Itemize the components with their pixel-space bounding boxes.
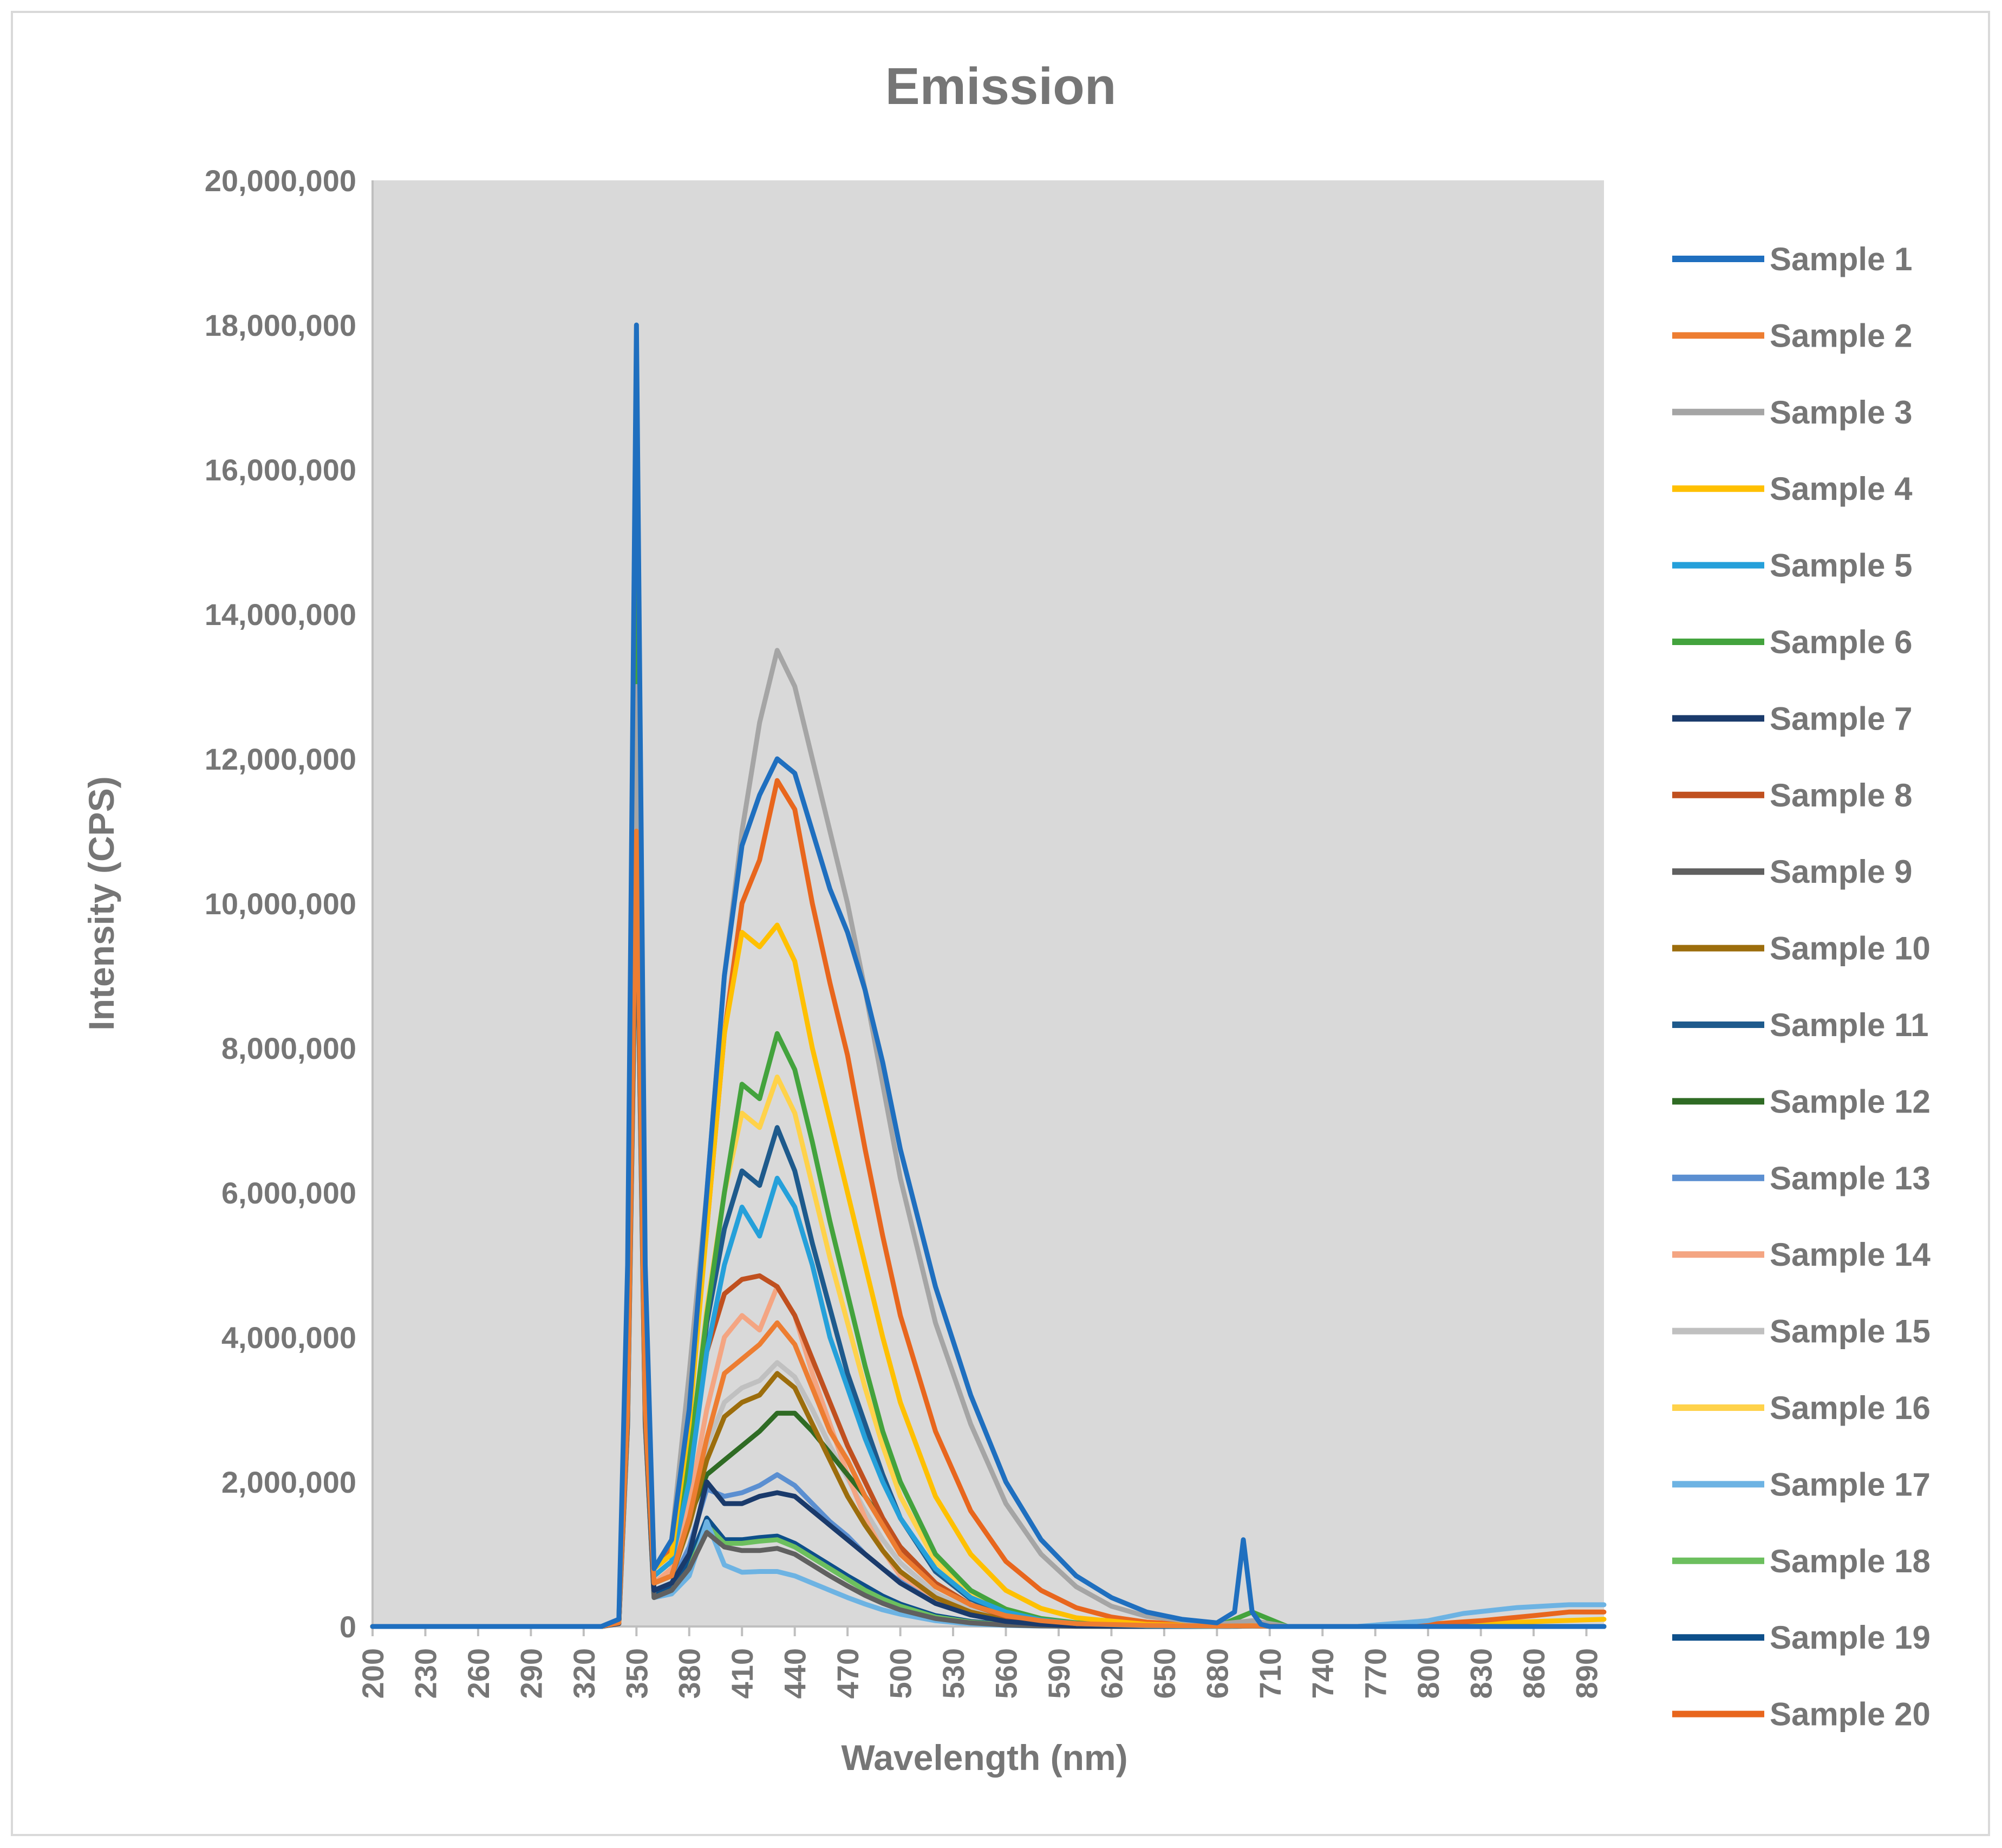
legend-label: Sample 20 xyxy=(1770,1696,1931,1733)
legend-label: Sample 8 xyxy=(1770,777,1912,814)
plot-area xyxy=(373,180,1604,1626)
legend-label: Sample 7 xyxy=(1770,700,1912,737)
series-layer xyxy=(370,322,1607,1629)
x-tick-label: 830 xyxy=(1464,1648,1498,1699)
legend-label: Sample 19 xyxy=(1770,1619,1931,1656)
chart-title: Emission xyxy=(885,57,1117,115)
x-tick-label: 560 xyxy=(989,1648,1023,1699)
legend-label: Sample 17 xyxy=(1770,1466,1931,1502)
legend-label: Sample 2 xyxy=(1770,317,1912,354)
x-tick-label: 590 xyxy=(1042,1648,1076,1699)
legend-label: Sample 18 xyxy=(1770,1543,1931,1579)
y-tick-label: 8,000,000 xyxy=(221,1031,356,1065)
legend-label: Sample 1 xyxy=(1770,241,1912,277)
x-tick-label: 290 xyxy=(514,1648,548,1699)
x-axis: 200 230 260 290 320 350 380 410 440 470 500 530 560 5… xyxy=(356,1625,1604,1699)
x-tick-label: 320 xyxy=(567,1648,601,1699)
y-axis: 0 2,000,000 4,000,000 6,000,000 8,000,000 10,… xyxy=(205,164,374,1644)
x-tick-label: 860 xyxy=(1517,1648,1551,1699)
legend-label: Sample 12 xyxy=(1770,1083,1931,1120)
legend-label: Sample 6 xyxy=(1770,624,1912,660)
y-tick-label: 10,000,000 xyxy=(205,887,356,921)
legend-label: Sample 14 xyxy=(1770,1237,1931,1273)
y-tick-label: 0 xyxy=(340,1610,356,1644)
y-tick-label: 18,000,000 xyxy=(205,308,356,342)
y-tick-label: 4,000,000 xyxy=(221,1320,356,1355)
x-tick-label: 380 xyxy=(673,1648,707,1699)
x-tick-label: 470 xyxy=(831,1648,865,1699)
x-tick-label: 230 xyxy=(408,1648,442,1699)
legend: Sample 1 Sample 2 Sample 3 Sample 4 Sample 5… xyxy=(1672,241,1931,1733)
x-tick-label: 500 xyxy=(884,1648,918,1699)
x-tick-label: 200 xyxy=(356,1648,390,1699)
legend-label: Sample 4 xyxy=(1770,471,1913,507)
legend-label: Sample 9 xyxy=(1770,854,1912,890)
legend-label: Sample 16 xyxy=(1770,1390,1931,1426)
y-tick-label: 12,000,000 xyxy=(205,742,356,776)
y-tick-label: 16,000,000 xyxy=(205,453,356,487)
y-tick-label: 20,000,000 xyxy=(205,164,356,198)
legend-label: Sample 11 xyxy=(1770,1007,1929,1043)
x-tick-label: 530 xyxy=(936,1648,970,1699)
x-tick-label: 620 xyxy=(1094,1648,1129,1699)
legend-label: Sample 15 xyxy=(1770,1313,1931,1350)
x-tick-label: 650 xyxy=(1147,1648,1182,1699)
y-axis-label: Intensity (CPS) xyxy=(81,776,121,1030)
x-tick-label: 710 xyxy=(1253,1648,1287,1699)
y-tick-label: 2,000,000 xyxy=(221,1465,356,1499)
x-tick-label: 260 xyxy=(461,1648,495,1699)
legend-label: Sample 5 xyxy=(1770,548,1912,584)
y-tick-label: 14,000,000 xyxy=(205,597,356,632)
x-tick-label: 740 xyxy=(1306,1648,1340,1699)
x-tick-label: 350 xyxy=(619,1648,654,1699)
series-line-sample-1 xyxy=(370,322,1607,1629)
legend-label: Sample 13 xyxy=(1770,1160,1931,1196)
x-tick-label: 680 xyxy=(1200,1648,1234,1699)
x-tick-label: 800 xyxy=(1411,1648,1445,1699)
x-tick-label: 410 xyxy=(725,1648,759,1699)
x-tick-label: 770 xyxy=(1359,1648,1393,1699)
legend-label: Sample 3 xyxy=(1770,394,1912,431)
x-axis-label: Wavelength (nm) xyxy=(841,1738,1127,1778)
x-tick-label: 440 xyxy=(778,1648,812,1699)
x-tick-label: 890 xyxy=(1570,1648,1604,1699)
y-tick-label: 6,000,000 xyxy=(221,1176,356,1210)
legend-label: Sample 10 xyxy=(1770,930,1931,967)
